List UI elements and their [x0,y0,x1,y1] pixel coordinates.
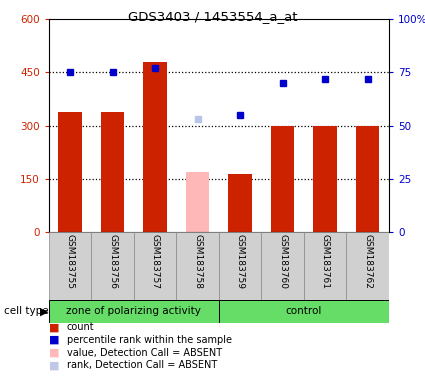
Text: GSM183761: GSM183761 [320,234,330,289]
Text: GSM183759: GSM183759 [235,234,245,289]
Text: ■: ■ [49,360,60,370]
Bar [176,232,219,300]
Text: control: control [286,306,322,316]
Bar [304,232,346,300]
Text: GSM183755: GSM183755 [65,234,75,289]
Text: GSM183760: GSM183760 [278,234,287,289]
Bar [219,232,261,300]
Text: rank, Detection Call = ABSENT: rank, Detection Call = ABSENT [67,360,217,370]
Text: GSM183757: GSM183757 [150,234,160,289]
Bar [356,126,379,232]
Bar [143,62,167,232]
Text: ■: ■ [49,348,60,358]
Bar [313,126,337,232]
Text: ■: ■ [49,322,60,332]
Text: GDS3403 / 1453554_a_at: GDS3403 / 1453554_a_at [128,10,297,23]
Text: ▶: ▶ [40,306,48,316]
Bar [271,126,294,232]
Bar [49,232,91,300]
Bar [346,232,389,300]
Text: GSM183756: GSM183756 [108,234,117,289]
Bar [49,300,219,323]
Bar [186,172,209,232]
Text: ■: ■ [49,335,60,345]
Text: GSM183758: GSM183758 [193,234,202,289]
Bar [58,112,82,232]
Text: value, Detection Call = ABSENT: value, Detection Call = ABSENT [67,348,222,358]
Bar [134,232,176,300]
Bar [91,232,134,300]
Text: zone of polarizing activity: zone of polarizing activity [66,306,201,316]
Bar [101,112,124,232]
Text: percentile rank within the sample: percentile rank within the sample [67,335,232,345]
Bar [261,232,304,300]
Bar [228,174,252,232]
Text: GSM183762: GSM183762 [363,234,372,289]
Text: count: count [67,322,94,332]
Text: cell type: cell type [4,306,49,316]
Bar [219,300,389,323]
